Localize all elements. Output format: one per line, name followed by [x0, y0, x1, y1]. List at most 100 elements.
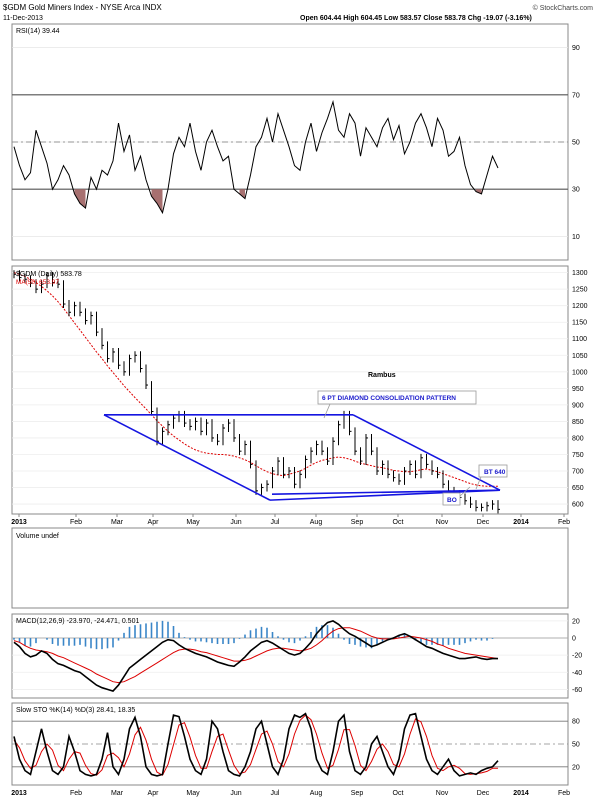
- price-title: $GDM (Daily) 583.78: [16, 271, 82, 278]
- volume-title: Volume undef: [16, 533, 59, 540]
- diamond-pattern: [103, 413, 501, 501]
- annotation-pointer-pattern: [323, 403, 331, 419]
- stochastic-y-tick-labels: 20 50 80: [572, 719, 580, 772]
- annotation-pointer-bt: [475, 476, 482, 490]
- annotation-box-pattern: [317, 390, 477, 405]
- x-tick-label: Sep: [351, 519, 364, 526]
- x-tick-label: Nov: [436, 790, 449, 797]
- volume-frame: [11, 527, 569, 609]
- y-tick-label: 20: [572, 764, 580, 771]
- x-tick-label: Mar: [111, 790, 124, 797]
- y-tick-label: 1200: [572, 303, 588, 310]
- x-tick-label: 2014: [513, 790, 529, 797]
- annotation-box-bo: [442, 492, 461, 506]
- x-tick-label: Mar: [111, 519, 124, 526]
- y-tick-label: 1100: [572, 336, 587, 343]
- y-tick-label: 900: [572, 402, 584, 409]
- y-tick-label: 850: [572, 419, 584, 426]
- x-tick-label: Jun: [230, 790, 241, 797]
- stochastic-title: Slow STO %K(14) %D(3) 28.41, 18.35: [16, 707, 135, 714]
- y-tick-label: -20: [572, 653, 582, 660]
- x-tick-label: 2013: [11, 790, 27, 797]
- rsi-title: RSI(14) 39.44: [16, 28, 60, 35]
- x-tick-label: May: [186, 519, 200, 526]
- y-tick-label: 700: [572, 469, 584, 476]
- y-tick-label: 50: [572, 742, 580, 749]
- macd-title: MACD(12,26,9) -23.970, -24.471, 0.501: [16, 618, 139, 625]
- y-tick-label: -40: [572, 670, 582, 677]
- y-tick-label: 1000: [572, 369, 588, 376]
- y-tick-label: 70: [572, 92, 580, 99]
- annotation-box-bt: [478, 464, 508, 478]
- rsi-y-tick-labels: 10 30 50 70 90: [572, 45, 580, 241]
- x-tick-label: Nov: [436, 519, 449, 526]
- y-tick-label: 600: [572, 502, 584, 509]
- x-tick-label: Jun: [230, 519, 241, 526]
- annotation-pointer-bo: [459, 486, 471, 497]
- rsi-oversold-area: [151, 189, 163, 213]
- x-tick-label: 2013: [11, 519, 27, 526]
- annotation-rambus: Rambus: [368, 372, 396, 379]
- y-tick-label: 90: [572, 45, 580, 52]
- stochastic-reference-lines: [12, 720, 568, 768]
- macd-panel: 20 0 -20 -40 -60 MACD(12,26,9) -23.970, -24.…: [11, 613, 582, 699]
- pattern-line-flat: [271, 489, 501, 495]
- y-tick-label: 1250: [572, 287, 588, 294]
- price-y-tick-labels: 600 650 700 750 800 850 900 950 1000 1050 1100 1150…: [572, 270, 588, 508]
- stochastic-k-line: [13, 712, 499, 777]
- price-frame: [11, 265, 569, 515]
- x-tick-label: Aug: [310, 790, 323, 797]
- stochastic-x-tick-labels: 2013 Feb Mar Apr May Jun Jul Aug Sep Oct Nov Dec 201…: [11, 790, 570, 797]
- macd-frame: [11, 613, 569, 699]
- x-tick-label: May: [186, 790, 200, 797]
- macd-y-tick-labels: 20 0 -20 -40 -60: [572, 618, 582, 694]
- x-tick-label: Feb: [70, 790, 82, 797]
- stockcharts-watermark: © StockCharts.com: [533, 4, 594, 12]
- y-tick-label: 30: [572, 187, 580, 194]
- x-tick-label: Feb: [70, 519, 82, 526]
- price-panel: 600 650 700 750 800 850 900 950 1000 1050 1100 1150…: [11, 265, 588, 526]
- x-tick-label: Oct: [393, 519, 404, 526]
- x-tick-label: Dec: [477, 790, 490, 797]
- x-tick-label: 2014: [513, 519, 529, 526]
- y-tick-label: 10: [572, 234, 580, 241]
- stochastic-panel: 20 50 80 2013 Feb Mar Apr May Jun Jul Aug Sep Oct No…: [11, 702, 580, 797]
- x-tick-label: Jul: [271, 790, 280, 797]
- y-tick-label: -60: [572, 687, 582, 694]
- x-tick-label: Apr: [148, 519, 160, 526]
- y-tick-label: 20: [572, 618, 580, 625]
- x-tick-label: Apr: [148, 790, 160, 797]
- y-tick-label: 800: [572, 435, 584, 442]
- rsi-oversold-fill: [74, 189, 482, 213]
- macd-histogram: [13, 620, 494, 650]
- rsi-panel: 10 30 50 70 90 RSI(14) 39.44: [11, 23, 580, 261]
- annotation-bt640: BT 640: [484, 469, 506, 476]
- pattern-line-left_lower: [103, 414, 271, 501]
- price-gridlines: [12, 272, 568, 505]
- price-bars: [13, 270, 500, 514]
- rsi-series-line: [13, 99, 499, 215]
- rsi-oversold-area: [476, 189, 482, 194]
- pattern-line-right_upper: [352, 414, 501, 491]
- x-tick-label: Dec: [477, 519, 490, 526]
- y-tick-label: 0: [572, 636, 576, 643]
- y-tick-label: 80: [572, 719, 580, 726]
- x-tick-label: Feb: [558, 790, 570, 797]
- x-tick-label: Aug: [310, 519, 323, 526]
- rsi-oversold-area: [74, 189, 86, 209]
- symbol-title: $GDM Gold Miners Index - NYSE Arca INDX: [3, 3, 162, 12]
- macd-line: [13, 620, 498, 693]
- ma-legend: MA(50) 653.97: [16, 279, 59, 286]
- y-tick-label: 1050: [572, 353, 588, 360]
- x-tick-label: Feb: [558, 519, 570, 526]
- annotation-bo: BO: [447, 497, 457, 504]
- x-tick-label: Jul: [271, 519, 280, 526]
- y-tick-label: 50: [572, 140, 580, 147]
- y-tick-label: 650: [572, 485, 584, 492]
- price-x-tick-labels: 2013 Feb Mar Apr May Jun Jul Aug Sep Oct Nov Dec 201…: [11, 514, 570, 526]
- y-tick-label: 750: [572, 452, 584, 459]
- x-tick-label: Oct: [393, 790, 404, 797]
- y-tick-label: 1300: [572, 270, 588, 277]
- macd-signal-line: [13, 627, 499, 684]
